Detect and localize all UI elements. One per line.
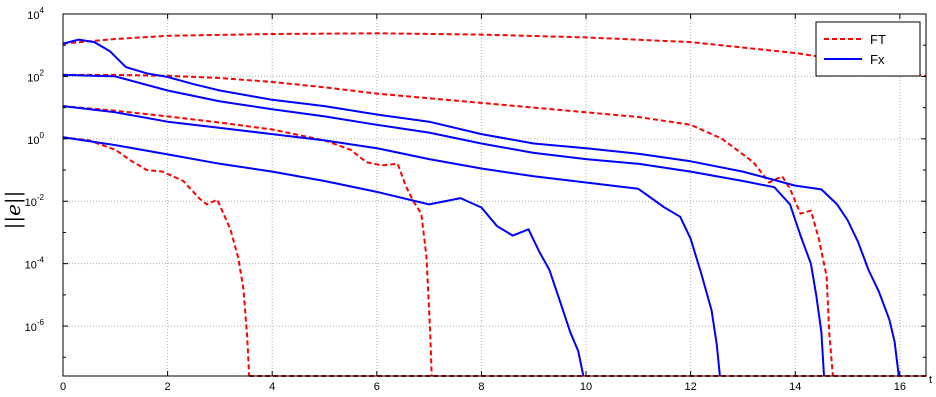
y-axis-ticks: 104 102 100 10-2 10-4 10-6 [25,6,926,358]
x-tick-label: 8 [478,381,484,393]
x-tick-label: 14 [789,381,801,393]
series-ft-line [62,136,251,377]
series-ft-line [63,73,834,377]
x-axis-label: t [929,374,932,386]
y-tick-label: 10-6 [25,318,45,334]
series-fx-line [62,73,825,377]
x-tick-label: 16 [894,381,906,393]
series-fx-line [62,136,585,377]
series-ft-line [62,105,433,377]
x-tick-label: 4 [269,381,275,393]
y-tick-label: 102 [27,68,44,84]
x-tick-label: 6 [374,381,380,393]
plot-frame [62,13,927,377]
x-tick-label: 2 [165,381,171,393]
chart-legend: FT Fx [815,21,921,77]
series-fx-line [62,38,900,377]
y-tick-label: 10-2 [25,193,45,209]
x-tick-label: 12 [685,381,697,393]
x-tick-label: 0 [60,381,66,393]
legend-label-fx: Fx [870,52,885,67]
legend-label-ft: FT [870,32,886,47]
series-fx-line [62,105,721,377]
y-axis-label: ||e|| [1,191,26,230]
y-tick-label: 10-4 [25,256,45,272]
grid-lines [63,14,926,376]
y-tick-label: 100 [27,131,44,147]
y-tick-label: 104 [27,6,44,22]
x-axis-ticks: 0 2 4 6 8 10 12 14 16 [60,14,906,393]
x-tick-label: 10 [580,381,592,393]
legend-box [815,21,921,77]
